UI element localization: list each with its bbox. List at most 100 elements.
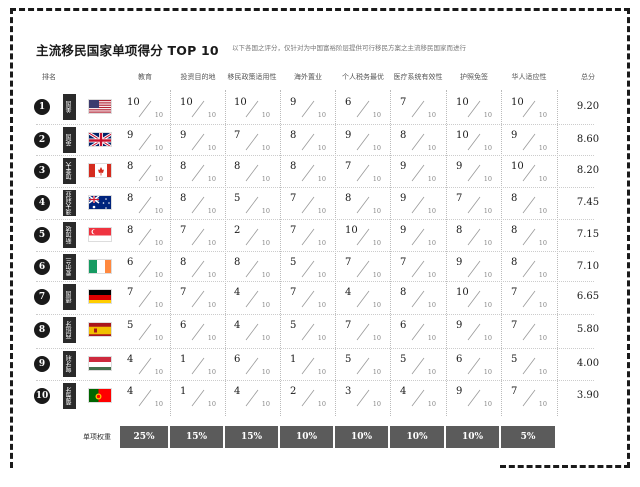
score-denominator: 10 bbox=[427, 334, 436, 342]
column-header: 个人税务最优 bbox=[342, 73, 384, 81]
score-value: 10 bbox=[127, 97, 140, 108]
score-value: 10 bbox=[234, 97, 247, 108]
score-cell: 4 10 bbox=[127, 386, 163, 408]
total-score: 7.10 bbox=[576, 261, 600, 272]
score-cell: 2 10 bbox=[290, 386, 326, 408]
score-denominator: 10 bbox=[427, 400, 436, 408]
score-denominator: 10 bbox=[207, 207, 216, 215]
score-value: 10 bbox=[456, 97, 469, 108]
score-denominator: 10 bbox=[372, 144, 381, 152]
chart-title: 主流移民国家单项得分 TOP 10 bbox=[36, 43, 219, 58]
weight-label: 单项权重 bbox=[83, 433, 111, 441]
rank-badge: 10 bbox=[34, 388, 50, 404]
rank-badge: 9 bbox=[34, 356, 50, 372]
rank-badge: 8 bbox=[34, 322, 50, 338]
score-cell: 5 10 bbox=[290, 257, 326, 279]
dashed-frame bbox=[10, 8, 630, 478]
score-denominator: 10 bbox=[538, 368, 547, 376]
frame-right-border bbox=[627, 8, 630, 468]
score-denominator: 10 bbox=[483, 111, 492, 119]
score-cell: 10 10 bbox=[234, 97, 270, 119]
score-cell: 6 10 bbox=[180, 320, 216, 342]
score-denominator: 10 bbox=[483, 334, 492, 342]
score-denominator: 10 bbox=[427, 368, 436, 376]
score-value: 5 bbox=[345, 354, 352, 365]
score-value: 9 bbox=[400, 225, 407, 236]
column-header: 护照免签 bbox=[460, 73, 488, 81]
total-score: 6.65 bbox=[576, 291, 600, 302]
score-denominator: 10 bbox=[261, 207, 270, 215]
score-denominator: 10 bbox=[538, 111, 547, 119]
score-value: 7 bbox=[290, 287, 297, 298]
score-value: 9 bbox=[456, 161, 463, 172]
flag-gb-icon bbox=[88, 132, 112, 147]
total-score: 5.80 bbox=[576, 324, 600, 335]
score-cell: 8 10 bbox=[290, 130, 326, 152]
column-divider bbox=[225, 90, 226, 416]
score-value: 6 bbox=[180, 320, 187, 331]
score-value: 5 bbox=[511, 354, 518, 365]
score-cell: 7 10 bbox=[127, 287, 163, 309]
score-denominator: 10 bbox=[207, 368, 216, 376]
score-value: 9 bbox=[290, 97, 297, 108]
score-value: 4 bbox=[400, 386, 407, 397]
score-cell: 10 10 bbox=[180, 97, 216, 119]
score-value: 5 bbox=[400, 354, 407, 365]
country-name: 匈牙利 bbox=[63, 351, 76, 377]
row-divider bbox=[36, 187, 594, 188]
score-cell: 6 10 bbox=[400, 320, 436, 342]
weight-cell: 10% bbox=[280, 426, 333, 448]
score-value: 7 bbox=[345, 257, 352, 268]
score-value: 8 bbox=[456, 225, 463, 236]
score-value: 9 bbox=[345, 130, 352, 141]
score-value: 7 bbox=[127, 287, 134, 298]
score-value: 9 bbox=[456, 386, 463, 397]
score-value: 7 bbox=[400, 97, 407, 108]
score-denominator: 10 bbox=[427, 175, 436, 183]
score-denominator: 10 bbox=[427, 239, 436, 247]
score-denominator: 10 bbox=[207, 334, 216, 342]
score-cell: 8 10 bbox=[180, 193, 216, 215]
score-denominator: 10 bbox=[207, 301, 216, 309]
score-denominator: 10 bbox=[207, 111, 216, 119]
score-value: 7 bbox=[456, 193, 463, 204]
score-cell: 5 10 bbox=[400, 354, 436, 376]
country-name: 葡萄牙 bbox=[63, 383, 76, 409]
score-denominator: 10 bbox=[538, 207, 547, 215]
score-denominator: 10 bbox=[261, 271, 270, 279]
score-value: 1 bbox=[180, 354, 187, 365]
score-denominator: 10 bbox=[483, 239, 492, 247]
weight-cell: 10% bbox=[446, 426, 499, 448]
score-value: 7 bbox=[511, 287, 518, 298]
score-value: 9 bbox=[456, 320, 463, 331]
score-denominator: 10 bbox=[372, 400, 381, 408]
score-cell: 8 10 bbox=[180, 257, 216, 279]
score-value: 5 bbox=[290, 320, 297, 331]
score-denominator: 10 bbox=[427, 301, 436, 309]
score-value: 4 bbox=[234, 386, 241, 397]
column-divider bbox=[280, 90, 281, 416]
flag-pt-icon bbox=[88, 388, 112, 403]
score-denominator: 10 bbox=[154, 239, 163, 247]
score-cell: 9 10 bbox=[456, 161, 492, 183]
score-cell: 10 10 bbox=[511, 97, 547, 119]
score-denominator: 10 bbox=[317, 301, 326, 309]
column-header: 总分 bbox=[581, 73, 595, 81]
score-cell: 7 10 bbox=[290, 225, 326, 247]
score-value: 4 bbox=[127, 386, 134, 397]
score-value: 4 bbox=[234, 287, 241, 298]
weight-cell: 10% bbox=[390, 426, 444, 448]
frame-left-border bbox=[10, 8, 13, 468]
score-denominator: 10 bbox=[372, 175, 381, 183]
score-denominator: 10 bbox=[427, 207, 436, 215]
score-cell: 8 10 bbox=[290, 161, 326, 183]
row-divider bbox=[36, 251, 594, 252]
country-name: 美国 bbox=[63, 94, 76, 120]
score-value: 8 bbox=[234, 257, 241, 268]
score-cell: 7 10 bbox=[345, 320, 381, 342]
score-denominator: 10 bbox=[261, 301, 270, 309]
score-value: 8 bbox=[127, 225, 134, 236]
score-cell: 7 10 bbox=[511, 287, 547, 309]
column-header: 投资目的地 bbox=[180, 73, 216, 81]
